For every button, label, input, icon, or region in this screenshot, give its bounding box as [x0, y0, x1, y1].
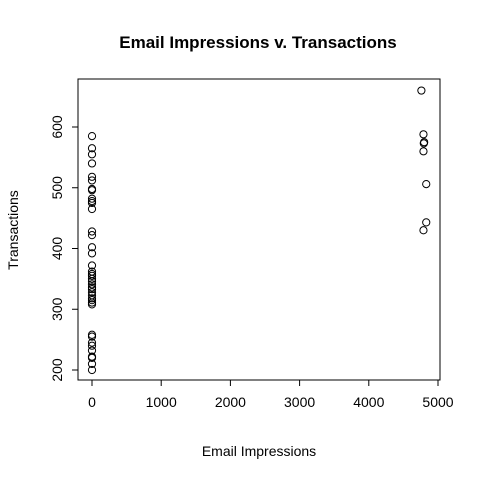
data-point: [87, 288, 97, 297]
data-point: [87, 176, 97, 185]
y-tick-label: 600: [49, 115, 65, 139]
data-point: [87, 227, 97, 236]
data-point: [87, 353, 97, 362]
y-tick-label: 300: [49, 297, 65, 321]
x-axis-label: Email Impressions: [202, 443, 316, 459]
data-point: [419, 130, 428, 139]
y-tick-label: 400: [49, 237, 65, 261]
data-point: [87, 172, 97, 181]
y-tick-label: 500: [49, 176, 65, 200]
data-point: [422, 218, 431, 227]
data-point: [87, 150, 97, 159]
chart-title: Email Impressions v. Transactions: [119, 33, 396, 52]
data-points: [87, 86, 431, 375]
x-tick-label: 1000: [146, 394, 177, 410]
data-point: [87, 186, 97, 195]
data-point: [87, 261, 97, 270]
data-point: [417, 86, 426, 95]
x-tick-label: 5000: [422, 394, 453, 410]
data-point: [87, 300, 97, 309]
data-point: [87, 249, 97, 258]
data-point: [87, 280, 97, 289]
data-point: [87, 231, 97, 240]
x-tick-label: 3000: [284, 394, 315, 410]
x-axis: 0 1000 2000 3000 4000 5000: [88, 379, 454, 410]
data-point: [87, 243, 97, 252]
data-point: [87, 277, 97, 286]
data-point: [87, 271, 97, 280]
data-point: [87, 359, 97, 369]
data-point: [419, 139, 428, 148]
x-tick-label: 0: [88, 394, 96, 410]
data-point: [87, 274, 97, 283]
data-point: [87, 341, 97, 350]
y-tick-label: 200: [49, 358, 65, 382]
data-point: [87, 296, 97, 305]
data-point: [87, 338, 97, 347]
data-point: [87, 132, 97, 141]
y-axis: 200 300 400 500 600: [49, 115, 79, 382]
y-axis-label: Transactions: [5, 190, 21, 270]
data-point: [87, 204, 97, 214]
x-tick-label: 2000: [215, 394, 246, 410]
data-point: [87, 198, 97, 208]
data-point: [87, 159, 97, 168]
data-point: [422, 180, 431, 189]
data-point: [87, 144, 97, 153]
data-point: [87, 285, 97, 294]
data-point: [87, 365, 97, 375]
data-point: [419, 226, 428, 235]
data-point: [87, 194, 97, 203]
data-point: [87, 332, 97, 341]
plot-frame: [77, 78, 441, 381]
x-tick-label: 4000: [353, 394, 384, 410]
data-point: [419, 147, 428, 156]
